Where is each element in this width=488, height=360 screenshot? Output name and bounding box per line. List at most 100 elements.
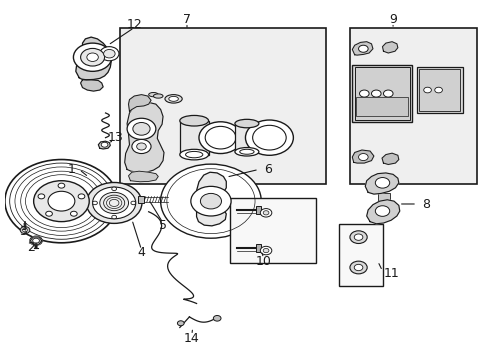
Polygon shape	[382, 42, 397, 53]
Circle shape	[359, 90, 368, 97]
Circle shape	[263, 211, 268, 215]
Bar	[234, 123, 258, 152]
Circle shape	[45, 211, 52, 216]
Circle shape	[127, 118, 156, 139]
Bar	[138, 196, 143, 203]
Circle shape	[30, 236, 42, 245]
Circle shape	[349, 231, 366, 243]
Polygon shape	[128, 171, 158, 182]
Circle shape	[136, 143, 146, 150]
Circle shape	[20, 226, 30, 234]
Circle shape	[358, 45, 367, 52]
Circle shape	[34, 181, 89, 222]
Bar	[349, 28, 476, 184]
Circle shape	[213, 315, 221, 321]
Circle shape	[101, 142, 108, 147]
Polygon shape	[351, 42, 372, 55]
Circle shape	[48, 191, 75, 211]
Circle shape	[5, 159, 118, 243]
Circle shape	[92, 187, 136, 219]
Bar	[256, 243, 261, 252]
Circle shape	[22, 228, 27, 232]
Circle shape	[87, 53, 98, 62]
Circle shape	[423, 87, 430, 93]
Polygon shape	[98, 141, 110, 149]
Circle shape	[199, 122, 242, 154]
Polygon shape	[124, 102, 163, 172]
Text: 2: 2	[27, 240, 35, 253]
Ellipse shape	[16, 175, 107, 228]
Ellipse shape	[153, 94, 163, 98]
Circle shape	[58, 183, 64, 188]
Circle shape	[260, 208, 271, 217]
Polygon shape	[76, 37, 111, 80]
Circle shape	[349, 261, 366, 274]
Circle shape	[160, 164, 261, 238]
Circle shape	[383, 90, 392, 97]
Circle shape	[252, 125, 285, 150]
Polygon shape	[196, 172, 226, 226]
Circle shape	[177, 321, 184, 326]
Circle shape	[353, 234, 362, 240]
Circle shape	[263, 248, 268, 253]
Text: 1: 1	[68, 163, 76, 176]
Text: 4: 4	[137, 246, 145, 259]
Circle shape	[86, 183, 142, 224]
Circle shape	[33, 238, 40, 243]
Text: 14: 14	[183, 332, 199, 345]
Ellipse shape	[180, 149, 208, 160]
Ellipse shape	[148, 93, 158, 97]
Circle shape	[78, 194, 85, 199]
Circle shape	[245, 120, 293, 155]
Circle shape	[190, 186, 231, 216]
Bar	[120, 28, 325, 184]
Circle shape	[100, 47, 119, 61]
Bar	[354, 67, 409, 120]
Circle shape	[112, 187, 116, 190]
Circle shape	[371, 90, 380, 97]
Polygon shape	[366, 200, 399, 224]
Ellipse shape	[239, 149, 254, 154]
Polygon shape	[365, 173, 398, 194]
Circle shape	[358, 154, 367, 161]
Text: 6: 6	[263, 163, 271, 176]
Bar	[180, 121, 208, 154]
Text: 7: 7	[183, 13, 191, 26]
Text: 11: 11	[383, 267, 398, 280]
Circle shape	[200, 193, 221, 209]
Bar	[416, 67, 462, 113]
Bar	[377, 193, 389, 201]
Circle shape	[73, 43, 112, 71]
Ellipse shape	[234, 119, 258, 128]
Circle shape	[92, 201, 97, 205]
Circle shape	[375, 206, 389, 216]
Ellipse shape	[168, 96, 178, 101]
Polygon shape	[30, 237, 41, 244]
Ellipse shape	[185, 152, 203, 158]
Ellipse shape	[234, 148, 258, 156]
Ellipse shape	[164, 95, 182, 103]
Text: 5: 5	[159, 219, 167, 232]
Circle shape	[260, 246, 271, 255]
Bar	[256, 206, 261, 214]
Ellipse shape	[180, 116, 208, 126]
Polygon shape	[351, 150, 373, 163]
Circle shape	[70, 211, 77, 216]
Circle shape	[100, 192, 128, 213]
Circle shape	[133, 122, 150, 135]
Text: 10: 10	[255, 255, 271, 267]
Circle shape	[81, 48, 104, 66]
Circle shape	[353, 264, 362, 271]
Text: 12: 12	[126, 18, 142, 31]
Text: 9: 9	[388, 13, 396, 26]
Text: 13: 13	[107, 131, 123, 144]
Bar	[339, 224, 382, 286]
Bar	[351, 66, 411, 122]
Polygon shape	[81, 80, 103, 91]
Circle shape	[434, 87, 442, 93]
Bar	[355, 97, 407, 117]
Circle shape	[205, 126, 235, 149]
Text: 8: 8	[421, 198, 429, 211]
Circle shape	[38, 194, 44, 199]
Circle shape	[375, 177, 389, 188]
